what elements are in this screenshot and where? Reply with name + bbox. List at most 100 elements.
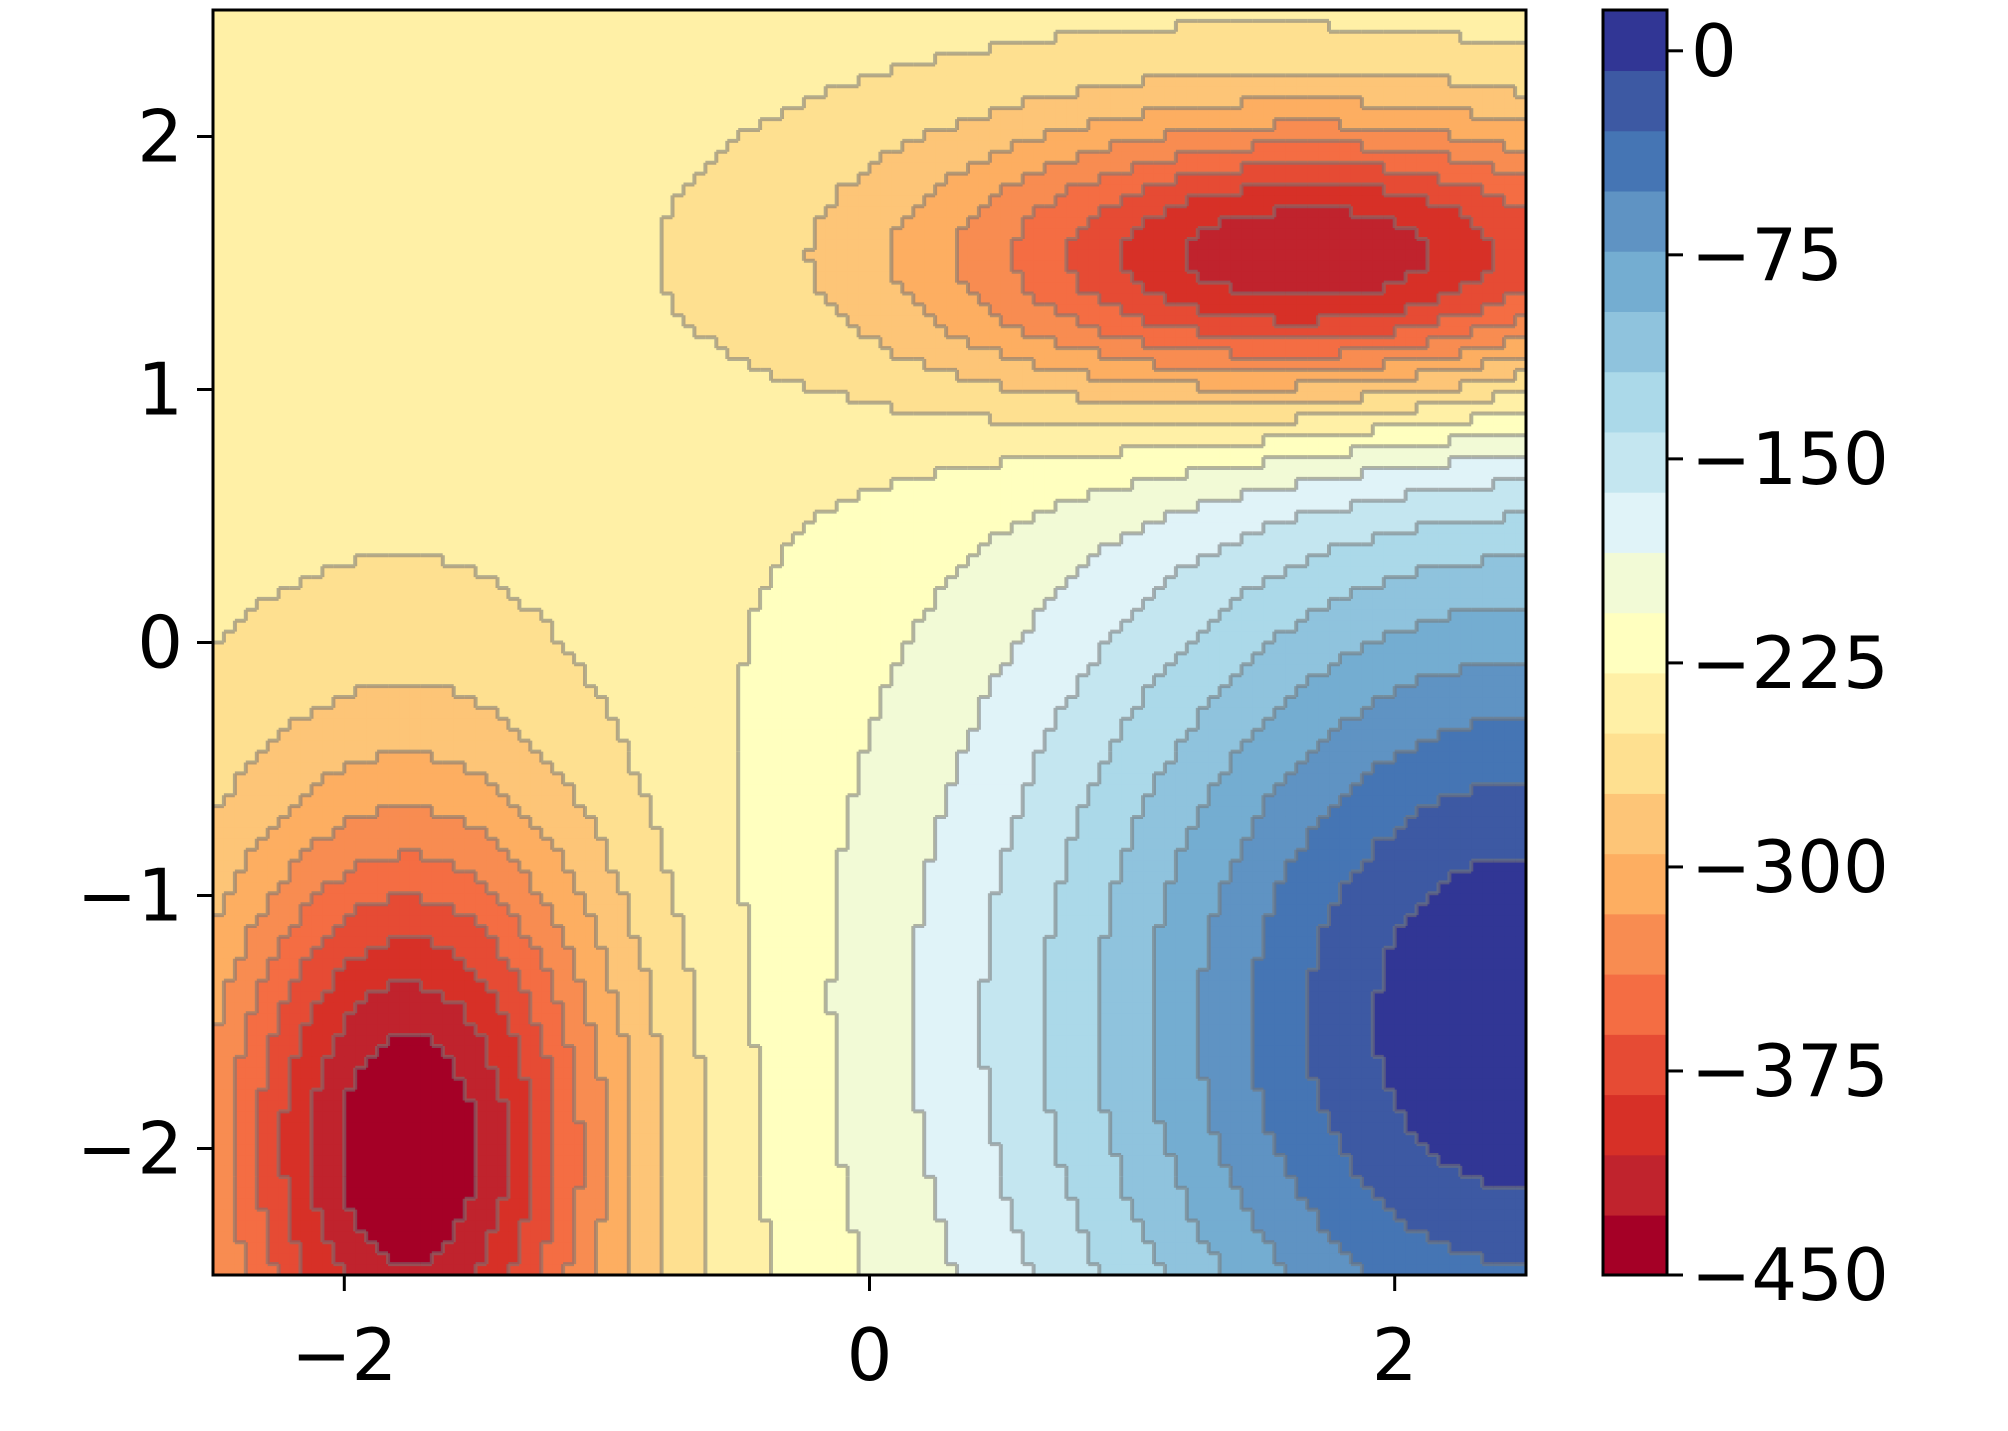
contour-cell — [431, 348, 444, 360]
contour-cell — [213, 64, 225, 77]
contour-cell — [245, 435, 258, 447]
contour-cell — [1033, 31, 1046, 44]
contour-cell — [1482, 369, 1494, 382]
contour-cell — [256, 293, 269, 306]
contour-cell — [858, 391, 871, 404]
contour-cell — [278, 457, 291, 469]
contour-cell — [508, 86, 520, 98]
contour-cell — [1471, 53, 1483, 66]
contour-cell — [1515, 391, 1527, 404]
contour-cell — [1230, 162, 1243, 175]
contour-cell — [650, 413, 663, 425]
contour-cell — [311, 31, 324, 44]
contour-cell — [1383, 64, 1396, 77]
contour-cell — [585, 304, 597, 316]
contour-cell — [957, 228, 969, 240]
contour-cell — [344, 282, 356, 295]
contour-cell — [541, 20, 553, 33]
contour-cell — [1405, 239, 1418, 251]
contour-cell — [957, 402, 969, 415]
contour-cell — [694, 53, 706, 66]
contour-cell — [1186, 31, 1199, 44]
contour-cell — [869, 369, 882, 382]
contour-cell — [453, 53, 466, 66]
contour-cell — [639, 337, 652, 349]
contour-cell — [760, 140, 772, 153]
contour-cell — [913, 108, 925, 120]
contour-cell — [530, 151, 542, 164]
contour-cell — [749, 140, 761, 153]
contour-cell — [409, 97, 422, 109]
contour-cell — [508, 369, 520, 382]
contour-cell — [694, 446, 706, 458]
contour-cell — [311, 64, 324, 77]
contour-cell — [628, 260, 641, 273]
contour-cell — [1055, 239, 1068, 251]
contour-cell — [322, 42, 334, 55]
contour-cell — [585, 151, 597, 164]
contour-cell — [1230, 413, 1243, 425]
contour-cell — [760, 315, 772, 327]
contour-cell — [716, 129, 728, 142]
contour-cell — [442, 217, 455, 229]
contour-cell — [420, 195, 433, 207]
contour-cell — [1208, 293, 1221, 306]
contour-cell — [1318, 140, 1330, 153]
contour-cell — [322, 391, 334, 404]
contour-cell — [792, 348, 805, 360]
contour-cell — [1471, 249, 1483, 262]
contour-cell — [1274, 402, 1286, 415]
contour-cell — [803, 424, 816, 436]
contour-cell — [1318, 239, 1330, 251]
contour-cell — [967, 228, 980, 240]
contour-cell — [1339, 119, 1352, 131]
contour-cell — [213, 119, 225, 131]
contour-cell — [1208, 86, 1221, 98]
contour-cell — [1110, 217, 1122, 229]
contour-cell — [234, 119, 247, 131]
contour-cell — [563, 348, 575, 360]
contour-cell — [377, 206, 389, 218]
contour-cell — [1372, 42, 1385, 55]
contour-cell — [1132, 413, 1144, 425]
contour-cell — [1197, 446, 1210, 458]
contour-cell — [967, 173, 980, 186]
contour-cell — [519, 20, 531, 33]
contour-cell — [1055, 119, 1068, 131]
contour-cell — [957, 282, 969, 295]
contour-cell — [1482, 228, 1494, 240]
contour-cell — [727, 184, 739, 196]
contour-cell — [256, 391, 269, 404]
contour-cell — [760, 184, 772, 196]
contour-cell — [978, 249, 991, 262]
contour-cell — [661, 358, 674, 371]
contour-cell — [1263, 75, 1275, 87]
contour-cell — [902, 358, 914, 371]
contour-cell — [1394, 10, 1407, 22]
contour-cell — [727, 53, 739, 66]
contour-cell — [1000, 162, 1013, 175]
contour-cell — [213, 369, 225, 382]
contour-cell — [388, 457, 400, 469]
contour-cell — [989, 228, 1002, 240]
contour-cell — [924, 271, 936, 284]
contour-cell — [716, 97, 728, 109]
contour-cell — [978, 293, 991, 306]
contour-cell — [1285, 435, 1297, 447]
contour-cell — [311, 457, 324, 469]
contour-cell — [694, 315, 706, 327]
contour-cell — [869, 162, 882, 175]
contour-cell — [650, 86, 663, 98]
contour-cell — [1405, 206, 1418, 218]
contour-cell — [727, 217, 739, 229]
contour-cell — [683, 86, 696, 98]
contour-cell — [213, 326, 225, 338]
contour-cell — [530, 315, 542, 327]
contour-cell — [869, 304, 882, 316]
contour-cell — [563, 315, 575, 327]
contour-cell — [672, 31, 685, 44]
contour-cell — [1121, 369, 1133, 382]
contour-cell — [606, 271, 619, 284]
contour-cell — [946, 304, 958, 316]
contour-cell — [486, 239, 499, 251]
